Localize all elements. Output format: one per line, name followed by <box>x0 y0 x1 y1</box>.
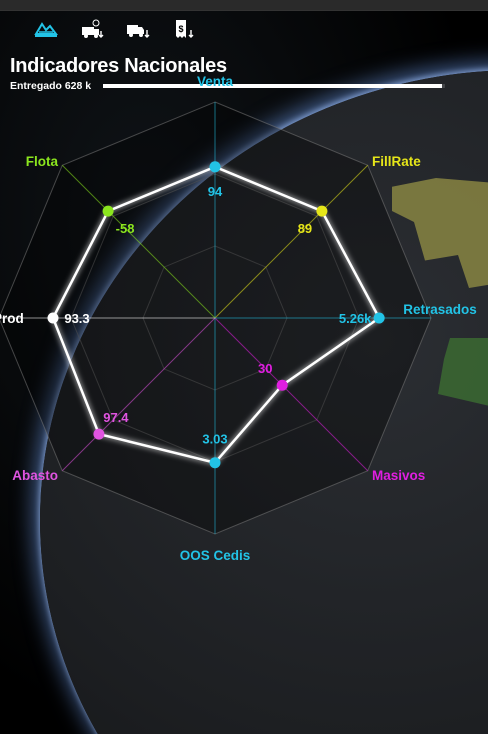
delivered-progress-fill <box>103 84 442 88</box>
radar-labels: 94 Venta 89 FillRate 5.26k Retrasados 30 Masivo… <box>0 74 477 563</box>
radar-spoke <box>214 317 369 472</box>
radar-axis-label: Flota <box>26 154 59 169</box>
radar-axis-label: Retrasados <box>403 302 477 317</box>
radar-value-label: 94 <box>208 184 223 199</box>
delivered-progress-bar <box>103 84 446 88</box>
radar-value-label: 89 <box>298 221 312 236</box>
radar-axis-label: Venta <box>197 74 234 89</box>
delivery-status-icon[interactable] <box>80 18 104 40</box>
radar-value-label: 93.3 <box>64 311 89 326</box>
radar-point <box>209 161 221 173</box>
radar-point <box>47 312 59 324</box>
radar-axis-label: FillRate <box>372 154 421 169</box>
radar-axis-label: Prod <box>0 311 24 326</box>
radar-point <box>373 312 385 324</box>
top-bar <box>0 0 488 11</box>
truck-download-icon[interactable] <box>126 18 150 40</box>
radar-points <box>47 161 385 469</box>
radar-value-label: 30 <box>258 361 272 376</box>
radar-spokes <box>0 102 431 534</box>
radar-point <box>316 205 328 217</box>
svg-text:$: $ <box>178 24 183 34</box>
toolbar: $ <box>34 18 196 40</box>
radar-point <box>209 457 221 469</box>
radar-value-label: 3.03 <box>202 432 227 447</box>
radar-axis-label: Masivos <box>372 468 425 483</box>
radar-point <box>93 428 105 440</box>
delivered-summary: Entregado 628 k <box>10 80 92 92</box>
radar-value-label: -58 <box>116 221 135 236</box>
radar-axis-label: Abasto <box>12 468 58 483</box>
map-layers-icon[interactable] <box>34 18 58 40</box>
radar-axis-label: OOS Cedis <box>180 548 251 563</box>
radar-point <box>276 379 288 391</box>
radar-spoke <box>214 164 369 319</box>
radar-value-label: 5.26k <box>339 311 372 326</box>
subtitle-row: Entregado 628 k <box>10 80 446 92</box>
radar-value-label: 97.4 <box>103 410 129 425</box>
radar-point <box>102 205 114 217</box>
radar-spoke <box>61 317 216 472</box>
page-title: Indicadores Nacionales <box>10 55 227 77</box>
receipt-download-icon[interactable]: $ <box>172 18 196 40</box>
radar-spoke <box>61 164 216 319</box>
